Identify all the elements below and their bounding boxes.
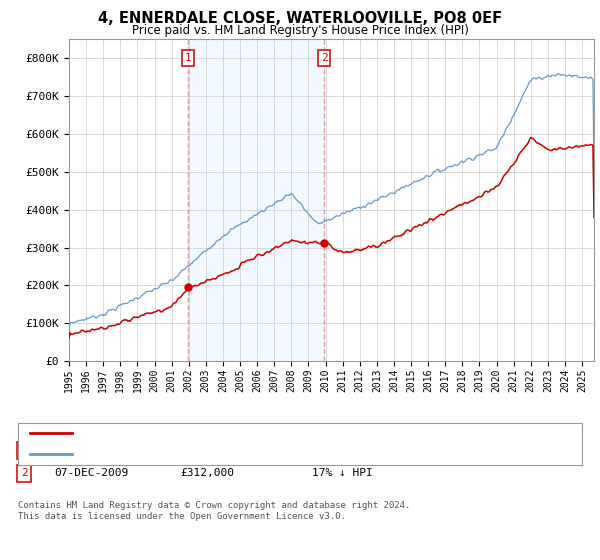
Text: Contains HM Land Registry data © Crown copyright and database right 2024.
This d: Contains HM Land Registry data © Crown c…: [18, 501, 410, 521]
Text: 25% ↓ HPI: 25% ↓ HPI: [312, 446, 373, 456]
Text: 2: 2: [20, 468, 28, 478]
Text: Price paid vs. HM Land Registry's House Price Index (HPI): Price paid vs. HM Land Registry's House …: [131, 24, 469, 36]
Text: 4, ENNERDALE CLOSE, WATERLOOVILLE, PO8 0EF: 4, ENNERDALE CLOSE, WATERLOOVILLE, PO8 0…: [98, 11, 502, 26]
Text: 07-DEC-2009: 07-DEC-2009: [54, 468, 128, 478]
Text: 19-DEC-2001: 19-DEC-2001: [54, 446, 128, 456]
Text: £197,000: £197,000: [180, 446, 234, 456]
Bar: [188, 39, 325, 361]
Text: 17% ↓ HPI: 17% ↓ HPI: [312, 468, 373, 478]
Text: 2: 2: [321, 53, 328, 63]
Text: £312,000: £312,000: [180, 468, 234, 478]
Text: 4, ENNERDALE CLOSE, WATERLOOVILLE, PO8 0EF (detached house): 4, ENNERDALE CLOSE, WATERLOOVILLE, PO8 0…: [78, 428, 447, 438]
Text: 1: 1: [20, 446, 28, 456]
Text: 1: 1: [185, 53, 191, 63]
Text: HPI: Average price, detached house, East Hampshire: HPI: Average price, detached house, East…: [78, 449, 391, 459]
